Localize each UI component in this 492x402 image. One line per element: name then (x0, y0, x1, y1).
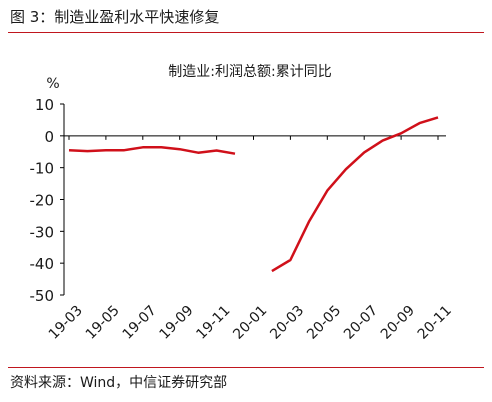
y-tick-label: -50 (30, 287, 55, 305)
title-rule (8, 32, 484, 33)
x-tick-label: 19-07 (120, 303, 160, 343)
figure-title: 图 3：制造业盈利水平快速修复 (10, 8, 220, 26)
x-tick-label: 19-09 (157, 303, 197, 343)
y-tick-label: 10 (35, 96, 54, 114)
series-line-0 (68, 116, 439, 273)
y-tick-label: 0 (44, 128, 54, 146)
x-tick-label: 20-11 (415, 303, 455, 343)
x-tick-label: 19-03 (46, 303, 86, 343)
x-tick-label: 20-07 (341, 303, 381, 343)
y-axis-unit: % (46, 76, 59, 92)
y-tick-label: -10 (30, 160, 55, 178)
x-tick-label: 20-05 (304, 303, 344, 343)
chart-title: 制造业:利润总额:累计同比 (168, 64, 331, 80)
source-rule (8, 367, 484, 368)
y-tick-label: -40 (30, 255, 55, 273)
x-tick-label: 20-03 (267, 303, 307, 343)
x-tick-label: 20-01 (230, 303, 270, 343)
y-tick-label: -20 (30, 192, 55, 210)
source-note: 资料来源：Wind，中信证券研究部 (10, 375, 228, 391)
y-tick-label: -30 (30, 223, 55, 241)
x-tick-label: 20-09 (378, 303, 418, 343)
x-tick-label: 19-11 (193, 303, 233, 343)
x-tick-label: 19-05 (83, 303, 123, 343)
